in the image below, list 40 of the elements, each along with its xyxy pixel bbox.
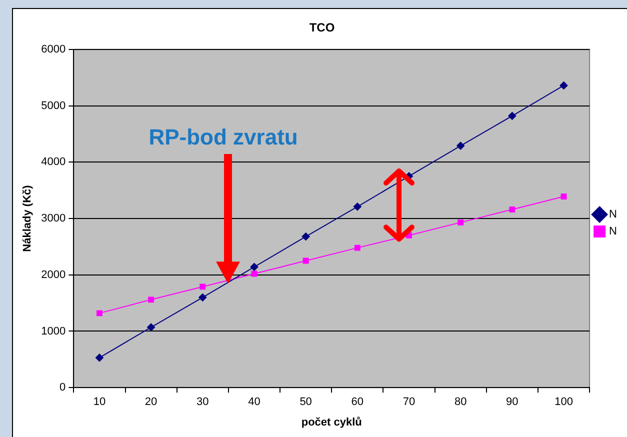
x-tick-label: 100 <box>554 396 573 408</box>
point <box>560 81 568 90</box>
point <box>508 112 516 120</box>
y-tick-label: 1000 <box>41 325 66 338</box>
point <box>95 354 104 362</box>
point <box>302 232 310 241</box>
y-tick-label: 6000 <box>41 43 66 56</box>
y-axis-title: Náklady (Kč) <box>22 184 34 252</box>
point <box>560 194 567 200</box>
point <box>147 323 156 332</box>
point <box>354 244 360 251</box>
point <box>198 293 207 302</box>
point <box>250 262 258 271</box>
point <box>148 296 154 303</box>
legend-label: N <box>609 208 618 221</box>
x-tick-label: 90 <box>506 396 518 408</box>
point <box>96 310 102 316</box>
y-tick-label: 3000 <box>41 212 66 225</box>
x-tick-label: 40 <box>248 396 260 408</box>
point <box>458 219 464 226</box>
point <box>200 284 206 290</box>
point <box>509 206 516 212</box>
x-tick-label: 30 <box>196 396 209 408</box>
chart-title: TCO <box>309 20 335 35</box>
x-tick-label: 80 <box>454 396 467 408</box>
x-tick-label: 60 <box>351 396 364 408</box>
annotation: RP-bod zvratu <box>148 124 298 150</box>
y-tick-label: 5000 <box>41 100 66 112</box>
y-tick-label: 4000 <box>41 156 66 168</box>
x-axis-title: počet cyklů <box>301 416 362 428</box>
x-tick-label: 70 <box>402 396 416 408</box>
point <box>353 202 362 211</box>
point <box>456 142 465 150</box>
x-tick-label: 20 <box>144 396 158 408</box>
y-tick-label: 2000 <box>41 268 66 281</box>
point <box>302 258 309 264</box>
x-tick-label: 10 <box>93 396 106 408</box>
y-tick-label: 0 <box>60 382 66 394</box>
legend-label: N <box>609 226 618 238</box>
x-tick-label: 50 <box>300 396 312 408</box>
